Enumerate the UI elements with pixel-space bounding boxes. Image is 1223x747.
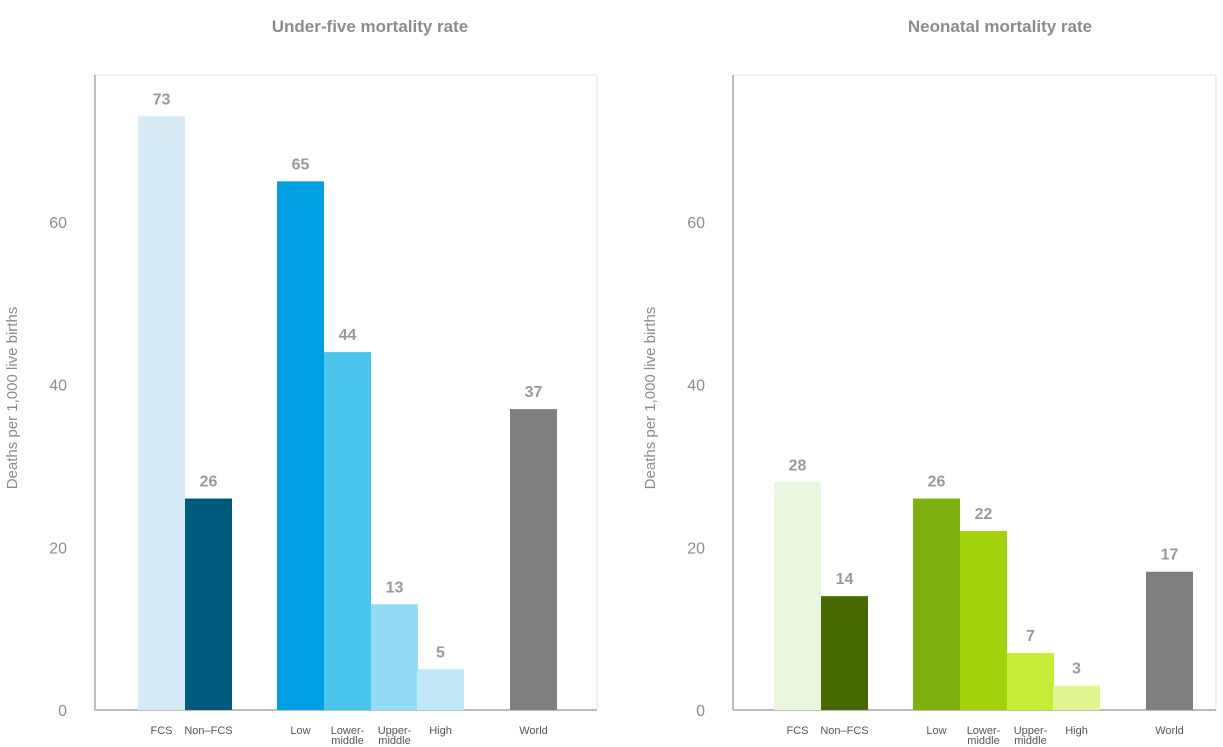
x-tick-label: FCS (151, 725, 173, 737)
x-tick-label: FCS (787, 725, 809, 737)
data-label: 26 (928, 474, 946, 491)
x-tick-label: High (1065, 725, 1088, 737)
x-tick-label: Non–FCS (820, 725, 868, 737)
bar-5 (1053, 685, 1100, 710)
y-axis-label: Deaths per 1,000 live births (4, 307, 21, 490)
data-label: 13 (386, 579, 404, 596)
x-tick-label: Lower- (331, 725, 365, 737)
y-tick-label: 0 (696, 703, 705, 720)
bar-2 (277, 181, 324, 711)
bar-6 (1146, 571, 1193, 710)
y-tick-label: 60 (49, 215, 67, 232)
y-tick-label: 40 (49, 378, 67, 395)
y-tick-label: 0 (58, 703, 67, 720)
y-tick-label: 20 (49, 540, 67, 557)
y-tick-label: 40 (687, 378, 705, 395)
x-tick-label: middle (378, 735, 410, 747)
x-tick-label: Low (290, 725, 310, 737)
bar-0 (774, 482, 821, 710)
y-tick-label: 60 (687, 215, 705, 232)
x-tick-label: Lower- (967, 725, 1001, 737)
data-label: 37 (525, 384, 543, 401)
chart-title: Under-five mortality rate (272, 17, 469, 36)
data-label: 17 (1161, 547, 1179, 564)
bar-1 (185, 498, 232, 710)
data-label: 3 (1072, 661, 1081, 678)
chart-title: Neonatal mortality rate (908, 17, 1092, 36)
x-tick-label: Non–FCS (184, 725, 232, 737)
neonatal-mortality-chart: Neonatal mortality rate 0 20 40 60 Deaths per… (642, 17, 1217, 747)
y-tick-label: 20 (687, 540, 705, 557)
data-label: 44 (339, 327, 357, 344)
data-label: 14 (836, 571, 854, 588)
data-label: 65 (292, 156, 310, 173)
bar-0 (138, 116, 185, 711)
x-tick-label: World (519, 725, 548, 737)
bar-4 (1007, 653, 1054, 710)
data-label: 22 (975, 506, 993, 523)
x-tick-label: Upper- (1014, 725, 1048, 737)
data-label: 7 (1026, 628, 1035, 645)
bar-6 (510, 409, 557, 710)
bar-1 (821, 596, 868, 710)
bar-2 (913, 498, 960, 710)
y-axis-label: Deaths per 1,000 live births (642, 307, 659, 490)
x-tick-label: World (1155, 725, 1184, 737)
x-tick-label: middle (1014, 735, 1046, 747)
bar-4 (371, 604, 418, 710)
bar-5 (417, 669, 464, 710)
x-tick-label: Low (926, 725, 946, 737)
x-tick-label: High (429, 725, 452, 737)
x-tick-label: Upper- (378, 725, 412, 737)
data-label: 28 (789, 457, 807, 474)
data-label: 5 (436, 644, 445, 661)
x-tick-label: middle (967, 735, 999, 747)
data-label: 73 (153, 91, 171, 108)
bar-3 (960, 531, 1007, 710)
x-tick-label: middle (331, 735, 363, 747)
data-label: 26 (200, 474, 218, 491)
under-five-mortality-chart: Under-five mortality rate 0 20 40 60 Deaths p… (4, 17, 598, 747)
bar-3 (324, 352, 371, 710)
